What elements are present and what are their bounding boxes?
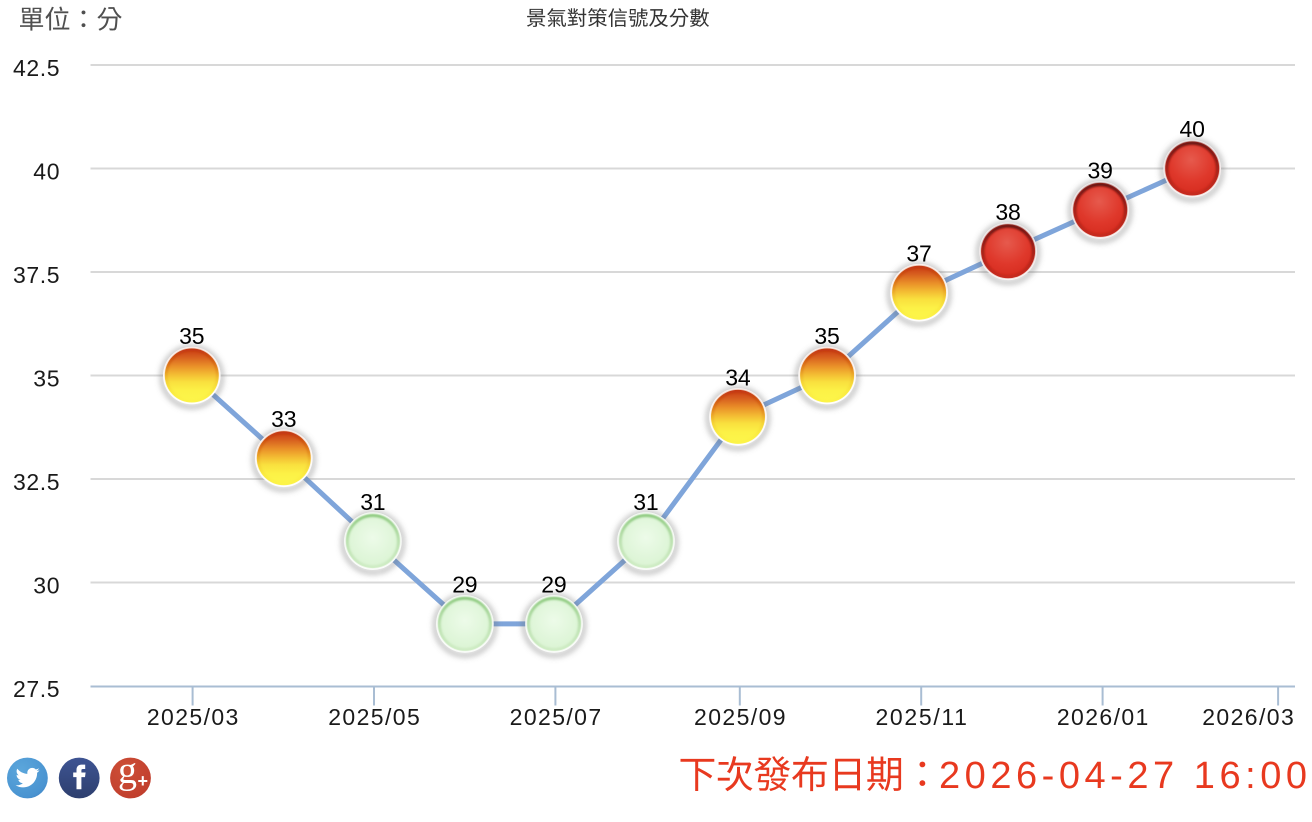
svg-text:34: 34 [725,365,751,391]
svg-text:2025/07: 2025/07 [510,704,602,730]
svg-text:g: g [118,750,137,792]
svg-text:35: 35 [814,323,839,349]
svg-text:+: + [138,771,149,791]
svg-text:39: 39 [1088,158,1113,184]
svg-text:2026/01: 2026/01 [1057,704,1149,730]
svg-text:27.5: 27.5 [13,676,60,702]
svg-text:29: 29 [452,572,477,598]
svg-text:29: 29 [541,572,566,598]
svg-text:2025/11: 2025/11 [875,704,967,730]
svg-text:32.5: 32.5 [13,469,60,495]
svg-text:40: 40 [1180,116,1205,142]
svg-text:31: 31 [360,489,385,515]
svg-text:37: 37 [906,240,931,266]
svg-text:38: 38 [995,199,1020,225]
svg-text:2025/09: 2025/09 [694,704,786,730]
svg-text:37.5: 37.5 [13,262,60,288]
svg-text:2025/03: 2025/03 [147,704,239,730]
svg-text:2025/05: 2025/05 [328,704,420,730]
svg-text:40: 40 [33,159,59,185]
svg-text:33: 33 [271,406,296,432]
svg-text:35: 35 [179,323,204,349]
svg-text:31: 31 [633,489,658,515]
svg-text:2026/03: 2026/03 [1202,704,1294,730]
svg-text:30: 30 [33,573,59,599]
svg-text:35: 35 [33,366,59,392]
svg-text:42.5: 42.5 [13,55,60,81]
